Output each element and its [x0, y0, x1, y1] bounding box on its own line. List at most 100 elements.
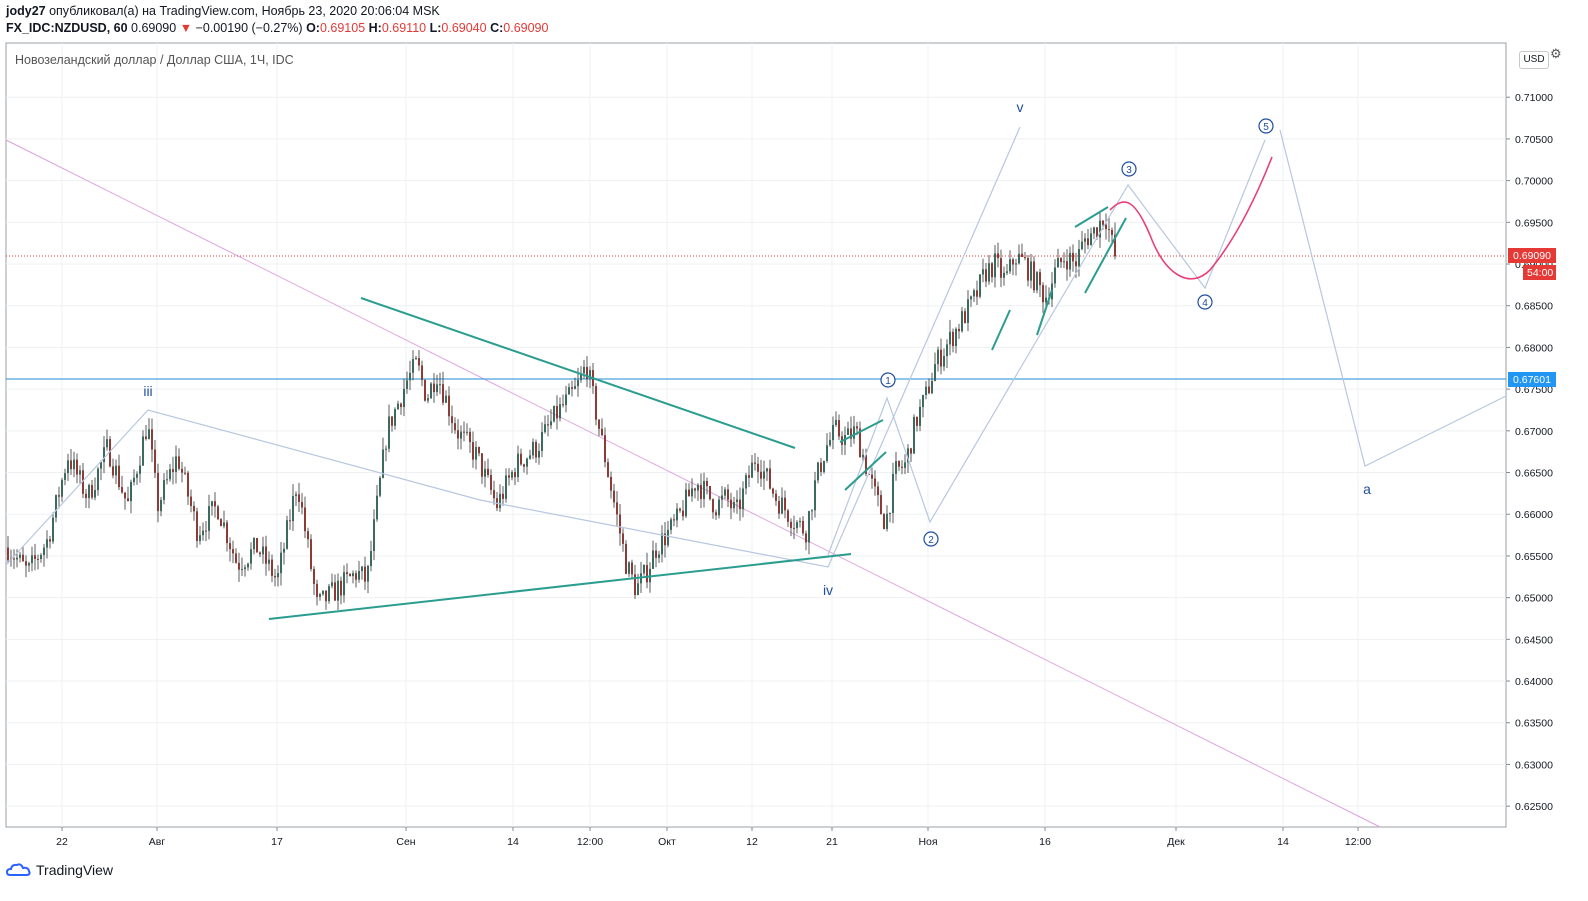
candle-body [697, 484, 699, 491]
candle-body [469, 431, 471, 443]
last-price-tag-text: 0.69090 [1513, 250, 1551, 262]
candle-body [955, 328, 957, 347]
candle-body [676, 508, 678, 521]
wave-label-circle [880, 372, 896, 388]
candle-body [610, 476, 612, 491]
candle-body [412, 359, 414, 373]
candle-body [895, 461, 897, 474]
candle-body [40, 554, 42, 559]
candle-body [913, 416, 915, 454]
candle-body [160, 499, 162, 512]
candle-body [154, 449, 156, 473]
candle-body [448, 395, 450, 417]
candle-body [139, 465, 141, 474]
candle-body [442, 384, 444, 403]
gear-icon[interactable]: ⚙ [1550, 46, 1562, 61]
candle-body [280, 552, 282, 574]
cloud-icon [6, 863, 31, 876]
currency-button[interactable]: USD [1519, 51, 1549, 69]
x-tick-label: Сен [396, 836, 415, 848]
candle-body [973, 290, 975, 297]
candle-body [94, 490, 96, 498]
candle-body [217, 506, 219, 520]
candle-body [301, 501, 303, 508]
candle-body [952, 331, 954, 347]
candle-body [607, 462, 609, 477]
candle-body [274, 575, 276, 578]
candle-body [148, 429, 150, 440]
tradingview-logo[interactable]: TradingView [6, 862, 113, 878]
candle-body [76, 459, 78, 475]
candle-body [994, 253, 996, 278]
teal-trendlines [268, 206, 1127, 620]
candle-body [322, 590, 324, 595]
close-label: C: [490, 21, 504, 35]
candle-body [31, 555, 33, 564]
candle-body [805, 533, 807, 543]
candle-body [853, 426, 855, 439]
candle-body [163, 480, 165, 500]
candle-body [409, 372, 411, 381]
candle-body [523, 464, 525, 467]
price-axis[interactable]: 0.62500 0.63000 0.63500 0.64000 0.64500 0.650… [1506, 92, 1553, 813]
candle-body [1003, 272, 1005, 278]
y-tick-label: 0.71000 [1515, 92, 1553, 104]
candle-body [64, 473, 66, 480]
candle-body [613, 490, 615, 503]
candle-body [628, 562, 630, 574]
candle-body [784, 497, 786, 511]
candle-body [598, 419, 600, 429]
candle-body [166, 479, 168, 481]
candle-body [169, 469, 171, 480]
candle-body [478, 447, 480, 454]
candle-body [616, 502, 618, 515]
candle-body [1093, 227, 1095, 234]
candle-body [136, 473, 138, 478]
time-axis[interactable]: 22 Авг 17 Сен 14 12:00 Окт 12 21 Ноя 16 Дек 14 12:00 [56, 827, 1371, 848]
candle-body [1030, 261, 1032, 281]
candle-body [418, 358, 420, 366]
candle-body [886, 513, 888, 529]
candle-body [91, 485, 93, 498]
x-tick-label: Окт [658, 836, 676, 848]
y-tick-label: 0.62500 [1515, 801, 1553, 813]
candle-body [106, 439, 108, 448]
candle-body [931, 380, 933, 394]
candle-body [1036, 272, 1038, 291]
candle-body [901, 466, 903, 468]
x-tick-label: Дек [1167, 836, 1185, 848]
candle-body [514, 472, 516, 478]
candle-body [61, 479, 63, 497]
candle-body [43, 547, 45, 555]
candle-body [928, 386, 930, 394]
candle-body [631, 562, 633, 575]
candle-body [775, 493, 777, 501]
candle-body [130, 481, 132, 502]
candle-body [622, 533, 624, 544]
y-tick-label: 0.66000 [1515, 509, 1553, 521]
candle-body [505, 475, 507, 499]
candle-body [871, 474, 873, 479]
candle-body [718, 499, 720, 516]
x-tick-label: 12 [746, 836, 758, 848]
candle-body [988, 263, 990, 282]
author-name[interactable]: jody27 [6, 4, 46, 18]
candle-body [199, 535, 201, 541]
y-tick-label: 0.67000 [1515, 426, 1553, 438]
candle-body [757, 463, 759, 472]
candle-body [679, 508, 681, 511]
candle-body [700, 484, 702, 499]
candle-body [811, 510, 813, 512]
candle-body [28, 563, 30, 566]
candle-body [835, 420, 837, 425]
candle-body [79, 470, 81, 475]
candle-body [460, 431, 462, 439]
candle-body [643, 565, 645, 574]
header-line-2: FX_IDC:NZDUSD, 60 0.69090 ▼ −0.00190 (−0… [6, 21, 548, 35]
candle-body [445, 395, 447, 403]
candle-body [646, 565, 648, 583]
candle-body [247, 563, 249, 568]
grid [6, 43, 1506, 827]
candle-body [1009, 259, 1011, 272]
